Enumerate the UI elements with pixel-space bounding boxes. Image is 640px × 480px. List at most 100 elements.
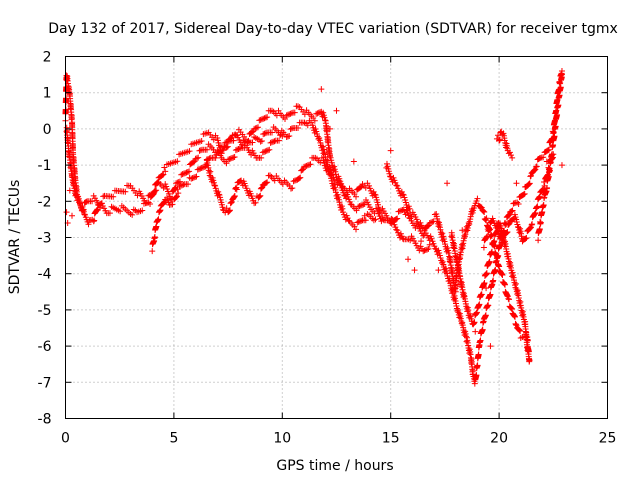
data-point [405, 207, 412, 214]
data-point [479, 326, 486, 333]
data-point [314, 133, 321, 140]
y-tick-label: -6 [38, 339, 52, 355]
data-point [287, 110, 294, 117]
data-point [182, 170, 189, 177]
data-point [554, 111, 561, 118]
data-point [356, 203, 363, 210]
data-point [270, 138, 277, 145]
data-point [550, 128, 557, 135]
data-point [405, 203, 412, 210]
data-point [180, 181, 187, 188]
data-point [256, 193, 263, 200]
data-point [319, 143, 326, 150]
data-point [353, 207, 360, 214]
data-point [517, 334, 524, 341]
data-point [85, 221, 92, 228]
data-point [160, 200, 167, 207]
data-point [288, 125, 295, 132]
data-point [192, 174, 199, 181]
data-point [300, 163, 307, 170]
data-point [361, 212, 368, 219]
data-point [198, 138, 205, 145]
data-point [387, 173, 394, 180]
data-point [258, 116, 265, 123]
data-point [422, 246, 429, 253]
data-point [262, 114, 269, 121]
data-point [91, 217, 98, 224]
data-point [192, 155, 199, 162]
data-point [173, 180, 180, 187]
data-point [512, 280, 519, 287]
data-point [195, 154, 202, 161]
data-point [358, 217, 365, 224]
data-point [66, 187, 73, 194]
data-point [199, 164, 206, 171]
data-point [436, 249, 443, 256]
data-point [149, 248, 156, 255]
data-point [173, 193, 180, 200]
data-point [160, 184, 167, 191]
data-point [463, 333, 470, 340]
data-point [80, 206, 87, 213]
data-point [338, 203, 345, 210]
data-point [233, 186, 240, 193]
data-point [393, 216, 400, 223]
data-point [490, 277, 497, 284]
data-point [332, 186, 339, 193]
data-point [256, 117, 263, 124]
data-point [313, 110, 320, 117]
data-point [440, 235, 447, 242]
data-point [553, 107, 560, 114]
data-point [231, 192, 238, 199]
data-point [521, 190, 528, 197]
data-points [62, 67, 565, 387]
data-point [480, 244, 487, 251]
data-point [477, 337, 484, 344]
data-point [287, 126, 294, 133]
data-point [196, 147, 203, 154]
data-point [485, 227, 492, 234]
data-point [336, 199, 343, 206]
data-point [552, 123, 559, 130]
data-point [481, 216, 488, 223]
data-point [302, 163, 309, 170]
y-tick-label: -3 [38, 231, 52, 247]
data-point [225, 208, 232, 215]
data-point [508, 152, 515, 159]
data-point [539, 186, 546, 193]
data-point [372, 216, 379, 223]
data-point [520, 191, 527, 198]
data-point [207, 168, 214, 175]
data-point [424, 246, 431, 253]
data-point [225, 138, 232, 145]
data-point [284, 133, 291, 140]
data-point [203, 146, 210, 153]
data-point [149, 192, 156, 199]
data-point [203, 156, 210, 163]
data-point [219, 147, 226, 154]
data-point [539, 187, 546, 194]
y-tick-label: -5 [38, 303, 52, 319]
data-point [387, 147, 394, 154]
data-point [190, 158, 197, 165]
data-point [402, 196, 409, 203]
data-point [558, 162, 565, 169]
data-point [432, 245, 439, 252]
data-point [301, 111, 308, 118]
data-point [231, 153, 238, 160]
data-point [201, 163, 208, 170]
data-point [393, 182, 400, 189]
data-point [402, 199, 409, 206]
data-point [324, 166, 331, 173]
data-point [360, 201, 367, 208]
data-point [443, 267, 450, 274]
data-point [359, 202, 366, 209]
data-point [155, 216, 162, 223]
data-point [486, 258, 493, 265]
data-point [218, 147, 225, 154]
data-point [271, 138, 278, 145]
x-tick-label: 25 [599, 431, 617, 447]
data-point [480, 208, 487, 215]
data-point [411, 267, 418, 274]
data-point [483, 217, 490, 224]
